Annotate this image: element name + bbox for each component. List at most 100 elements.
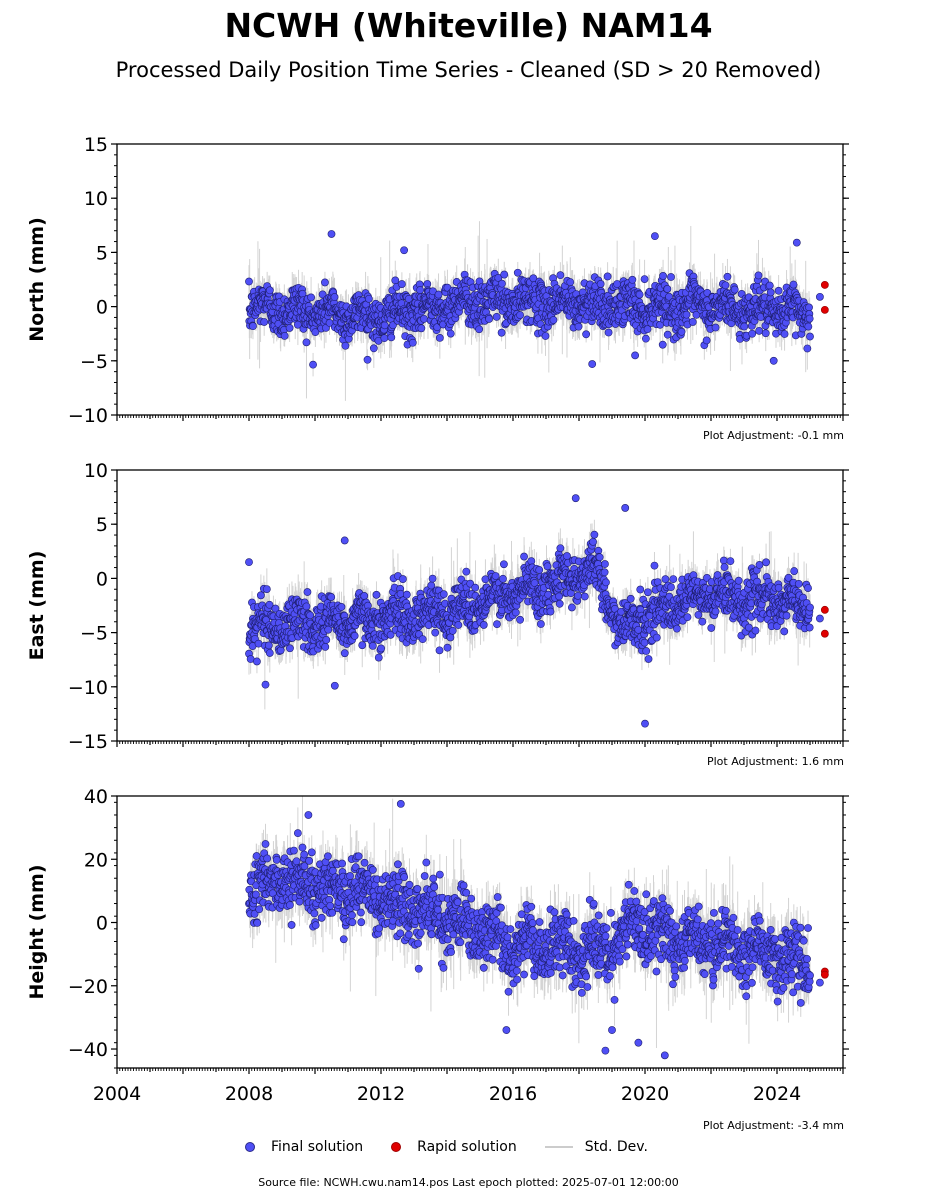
final-point: [400, 246, 408, 255]
panel-0: −10 −5 0 5 10 15 North (mm): [26, 134, 849, 427]
final-point: [574, 322, 583, 331]
final-point: [667, 273, 675, 281]
final-point: [665, 292, 673, 301]
final-point: [369, 344, 378, 353]
final-point: [702, 336, 711, 345]
final-point: [658, 340, 667, 349]
final-point: [805, 303, 813, 312]
final-point: [588, 360, 597, 368]
final-point: [761, 329, 770, 338]
final-point: [803, 344, 812, 353]
final-point: [420, 314, 428, 323]
final-point: [446, 329, 455, 338]
final-point: [754, 271, 763, 280]
final-point: [387, 333, 396, 342]
final-point: [513, 268, 522, 277]
final-point: [748, 329, 757, 338]
final-point: [498, 279, 506, 288]
final-point: [730, 285, 739, 294]
final-point: [582, 330, 591, 339]
y-tick-label: 10: [84, 188, 108, 210]
final-point: [391, 276, 400, 285]
final-point: [280, 331, 289, 340]
final-point: [566, 278, 575, 287]
final-point: [265, 286, 274, 295]
final-point: [307, 293, 315, 302]
final-point: [492, 312, 501, 321]
final-point: [416, 286, 424, 294]
final-points: [245, 230, 824, 369]
final-point: [311, 328, 320, 337]
final-point: [805, 314, 814, 323]
final-point: [397, 280, 406, 288]
y-tick-label: 0: [96, 297, 108, 319]
y-tick-label: −5: [80, 351, 108, 373]
final-point: [641, 334, 650, 343]
final-point: [309, 360, 317, 369]
final-point: [765, 281, 774, 290]
final-point: [659, 272, 667, 280]
final-point: [596, 280, 605, 288]
plot-area: [245, 221, 829, 401]
final-point: [330, 293, 339, 301]
final-point: [643, 325, 652, 334]
y-tick-label: 15: [84, 134, 108, 156]
final-point: [364, 294, 373, 303]
final-point: [766, 288, 775, 297]
final-point: [792, 238, 801, 247]
final-point: [516, 311, 524, 319]
final-point: [434, 290, 443, 299]
final-point: [380, 334, 389, 343]
y-axis-label: North (mm): [26, 217, 48, 342]
final-point: [711, 323, 720, 332]
final-point: [249, 322, 257, 331]
final-point: [556, 271, 565, 280]
final-point: [723, 272, 732, 281]
final-point: [435, 334, 444, 342]
final-point: [260, 318, 269, 326]
chart-title: NCWH (Whiteville) NAM14: [224, 6, 713, 45]
final-point: [497, 328, 506, 337]
final-point: [485, 315, 493, 323]
final-point: [631, 351, 639, 360]
final-point: [804, 322, 813, 331]
final-point: [549, 316, 558, 324]
final-point: [302, 338, 311, 347]
final-point: [721, 281, 730, 290]
final-point: [494, 273, 503, 282]
final-point: [327, 230, 336, 238]
final-point: [500, 270, 509, 279]
final-point: [806, 332, 814, 341]
final-point: [604, 328, 613, 337]
rapid-point: [820, 305, 829, 314]
final-point: [640, 275, 649, 283]
final-point: [677, 327, 686, 336]
final-point: [816, 292, 824, 301]
final-point: [380, 321, 389, 330]
rapid-point: [820, 281, 829, 289]
final-point: [603, 272, 612, 281]
final-point: [755, 326, 764, 335]
final-point: [341, 341, 350, 350]
final-point: [651, 232, 659, 241]
final-point: [628, 275, 637, 284]
final-point: [789, 280, 798, 289]
final-point: [663, 330, 672, 339]
final-point: [663, 285, 672, 293]
final-point: [285, 324, 294, 332]
y-tick-label: −10: [68, 405, 108, 427]
final-point: [635, 290, 644, 299]
final-point: [780, 330, 789, 338]
final-point: [541, 332, 550, 340]
final-point: [408, 338, 417, 347]
plot-area: [245, 494, 829, 728]
final-point: [245, 277, 253, 286]
final-point: [321, 278, 329, 287]
y-tick-label: 5: [96, 242, 108, 264]
final-point: [740, 322, 749, 331]
final-point: [688, 318, 697, 326]
final-point: [417, 324, 426, 333]
final-point: [682, 310, 691, 319]
